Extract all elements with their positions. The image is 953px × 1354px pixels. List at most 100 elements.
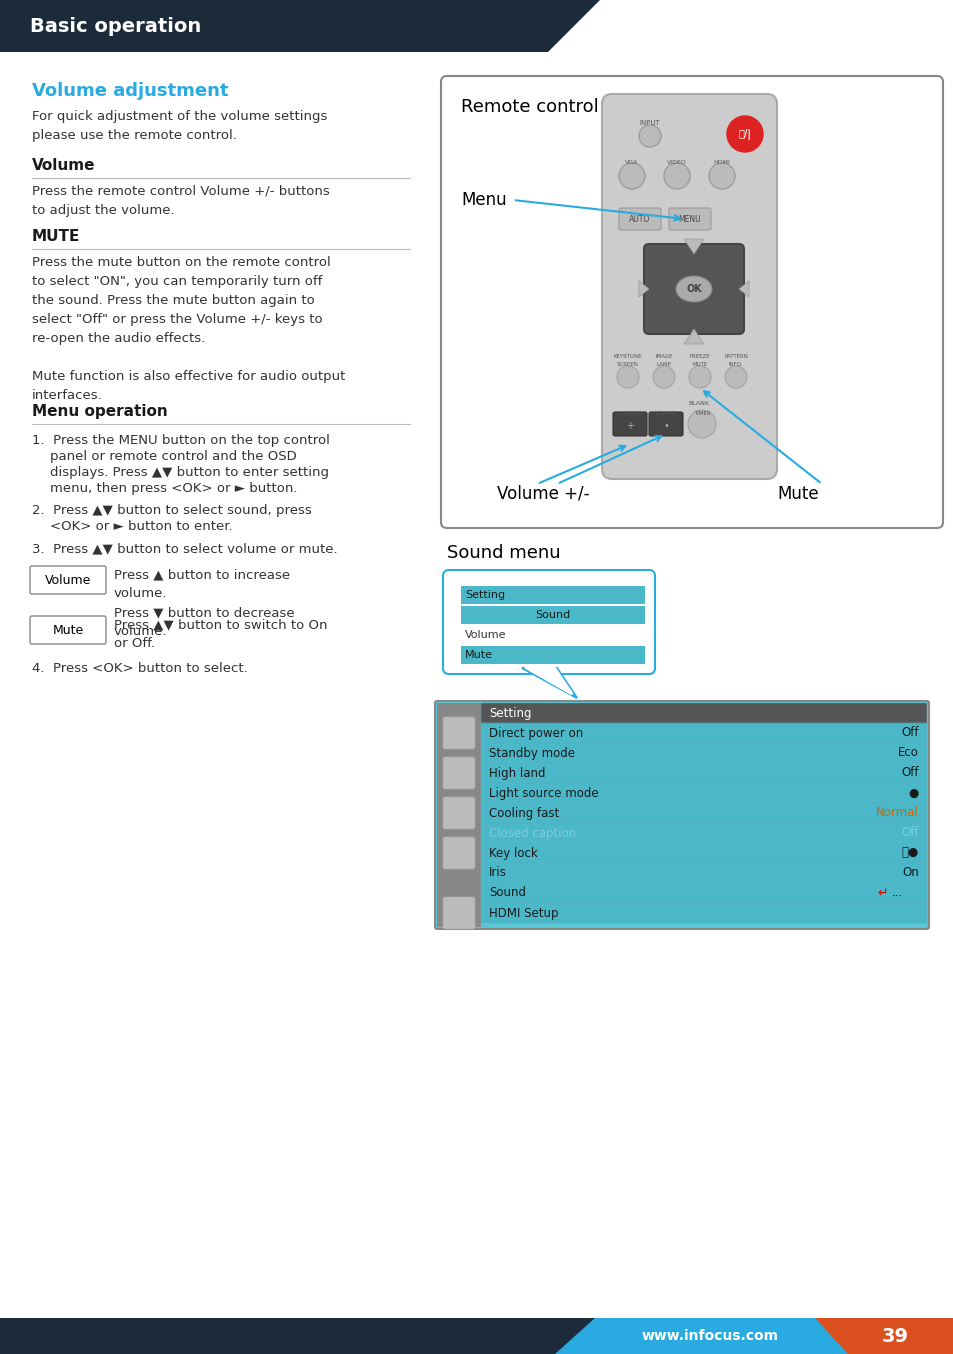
Text: Volume: Volume: [464, 630, 506, 640]
Text: ●: ●: [908, 787, 918, 799]
Text: Closed caption: Closed caption: [489, 826, 576, 839]
Text: 2.  Press ▲▼ button to select sound, press: 2. Press ▲▼ button to select sound, pres…: [32, 504, 312, 517]
Text: Mute: Mute: [776, 485, 818, 502]
Text: ⏻/|: ⏻/|: [738, 129, 751, 139]
Text: LAMP: LAMP: [656, 362, 671, 367]
Text: IMAGE: IMAGE: [655, 353, 672, 359]
Circle shape: [618, 162, 644, 190]
FancyBboxPatch shape: [618, 209, 660, 230]
Circle shape: [652, 366, 675, 389]
Text: +: +: [625, 421, 634, 431]
Text: Volume: Volume: [45, 574, 91, 586]
FancyBboxPatch shape: [460, 586, 644, 604]
Text: Press the mute button on the remote control
to select "ON", you can temporarily : Press the mute button on the remote cont…: [32, 256, 345, 402]
FancyBboxPatch shape: [648, 412, 682, 436]
Text: Sound: Sound: [535, 611, 570, 620]
Circle shape: [617, 366, 639, 389]
FancyBboxPatch shape: [480, 783, 926, 803]
Text: SCREEN: SCREEN: [617, 362, 639, 367]
Text: MUTE: MUTE: [692, 362, 707, 367]
Text: Mute: Mute: [464, 650, 493, 659]
Text: •: •: [662, 421, 668, 431]
FancyBboxPatch shape: [480, 723, 926, 743]
Text: Sound menu: Sound menu: [447, 544, 560, 562]
FancyBboxPatch shape: [442, 798, 475, 829]
Text: 39: 39: [881, 1327, 907, 1346]
FancyBboxPatch shape: [440, 76, 942, 528]
Text: Iris: Iris: [489, 867, 506, 880]
Text: displays. Press ▲▼ button to enter setting: displays. Press ▲▼ button to enter setti…: [50, 466, 329, 479]
Text: INPUT: INPUT: [639, 121, 659, 126]
Text: 4.  Press <OK> button to select.: 4. Press <OK> button to select.: [32, 662, 248, 676]
Text: Press ▲ button to increase
volume.
Press ▼ button to decrease
volume.: Press ▲ button to increase volume. Press…: [113, 567, 294, 638]
Text: Eco: Eco: [897, 746, 918, 760]
Text: PATTERN: PATTERN: [723, 353, 747, 359]
Text: panel or remote control and the OSD: panel or remote control and the OSD: [50, 450, 296, 463]
Text: Volume: Volume: [32, 158, 95, 173]
Text: VIDEO: VIDEO: [666, 160, 686, 165]
FancyBboxPatch shape: [436, 703, 480, 927]
FancyBboxPatch shape: [480, 823, 926, 844]
Circle shape: [639, 125, 660, 148]
FancyBboxPatch shape: [643, 244, 743, 334]
Text: Key lock: Key lock: [489, 846, 537, 860]
Polygon shape: [739, 282, 748, 297]
Text: Off: Off: [901, 766, 918, 780]
Text: Volume adjustment: Volume adjustment: [32, 83, 229, 100]
FancyBboxPatch shape: [442, 718, 475, 749]
FancyBboxPatch shape: [480, 862, 926, 883]
Text: www.infocus.com: www.infocus.com: [640, 1330, 778, 1343]
Text: Standby mode: Standby mode: [489, 746, 575, 760]
Text: VOLUME: VOLUME: [654, 412, 677, 416]
Text: HDMI: HDMI: [713, 160, 730, 165]
Text: KEYSTONE: KEYSTONE: [613, 353, 641, 359]
Polygon shape: [683, 240, 703, 255]
FancyBboxPatch shape: [480, 803, 926, 823]
Polygon shape: [814, 1317, 953, 1354]
Text: Off: Off: [901, 727, 918, 739]
Polygon shape: [683, 329, 703, 344]
FancyBboxPatch shape: [668, 209, 710, 230]
FancyBboxPatch shape: [460, 646, 644, 663]
Text: 3.  Press ▲▼ button to select volume or mute.: 3. Press ▲▼ button to select volume or m…: [32, 542, 337, 555]
FancyBboxPatch shape: [442, 570, 655, 674]
Text: Light source mode: Light source mode: [489, 787, 598, 799]
Polygon shape: [555, 1317, 859, 1354]
Text: Direct power on: Direct power on: [489, 727, 582, 739]
Text: OK: OK: [685, 284, 701, 294]
FancyBboxPatch shape: [30, 616, 106, 645]
FancyBboxPatch shape: [480, 743, 926, 764]
Text: BLANK: BLANK: [688, 401, 709, 406]
Text: High land: High land: [489, 766, 545, 780]
Text: Basic operation: Basic operation: [30, 16, 201, 35]
FancyBboxPatch shape: [480, 903, 926, 923]
Text: INFO.: INFO.: [728, 362, 742, 367]
FancyBboxPatch shape: [480, 703, 926, 723]
Text: AUTO: AUTO: [629, 214, 650, 223]
FancyBboxPatch shape: [460, 607, 644, 624]
Text: TIMER: TIMER: [693, 412, 710, 416]
FancyBboxPatch shape: [435, 701, 928, 929]
Text: Volume +/-: Volume +/-: [497, 485, 589, 502]
Text: menu, then press <OK> or ► button.: menu, then press <OK> or ► button.: [50, 482, 297, 496]
Text: Menu: Menu: [460, 191, 506, 209]
Circle shape: [663, 162, 689, 190]
Polygon shape: [639, 282, 648, 297]
Text: Normal: Normal: [876, 807, 918, 819]
Text: VGA: VGA: [624, 160, 638, 165]
Ellipse shape: [676, 276, 711, 302]
Circle shape: [726, 116, 762, 152]
Text: ...: ...: [891, 887, 902, 899]
Circle shape: [724, 366, 746, 389]
Text: HDMI Setup: HDMI Setup: [489, 906, 558, 919]
Text: Press ▲▼ button to switch to On
or Off.: Press ▲▼ button to switch to On or Off.: [113, 617, 327, 650]
Text: FREEZE: FREEZE: [689, 353, 710, 359]
Text: Press the remote control Volume +/- buttons
to adjust the volume.: Press the remote control Volume +/- butt…: [32, 185, 330, 217]
Text: MUTE: MUTE: [32, 229, 80, 244]
Text: Setting: Setting: [489, 707, 531, 719]
Text: On: On: [902, 867, 918, 880]
FancyBboxPatch shape: [442, 837, 475, 869]
Text: D.ZOOM: D.ZOOM: [618, 412, 640, 416]
Text: ↵: ↵: [876, 887, 886, 899]
Text: <OK> or ► button to enter.: <OK> or ► button to enter.: [50, 520, 233, 533]
